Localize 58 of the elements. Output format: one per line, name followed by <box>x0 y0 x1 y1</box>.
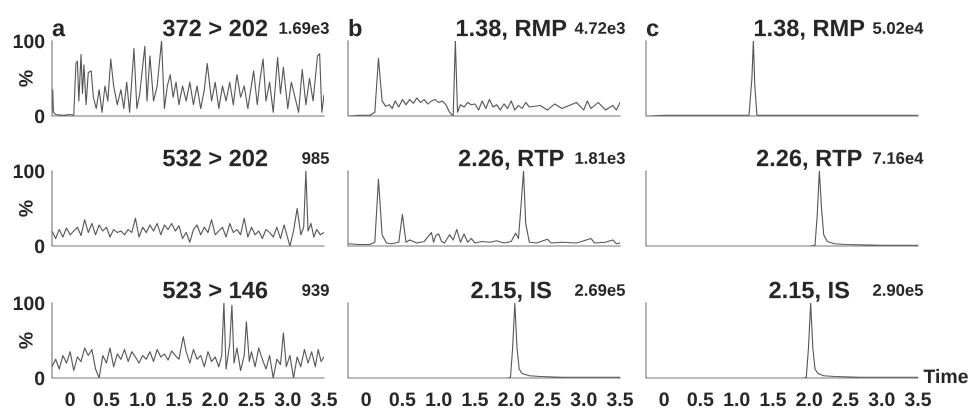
text: b <box>350 18 362 36</box>
y-tick-label: 100 <box>14 34 44 48</box>
text: 4.72e3 <box>574 22 625 34</box>
text: 2.69e5 <box>575 284 625 296</box>
x-axis-title: Time <box>924 368 968 384</box>
text: 985 <box>302 152 329 164</box>
text: 7.16e4 <box>873 152 924 164</box>
y-axis-title: % <box>19 200 33 217</box>
text: 1.81e3 <box>576 152 625 164</box>
x-tick-label: 3.5 <box>904 392 931 406</box>
chart-title: 1.38, RMP <box>456 20 566 40</box>
text: 5.02e4 <box>872 22 924 34</box>
y-axis-title: % <box>19 332 33 349</box>
y-tick-label: 100 <box>14 296 44 310</box>
x-tick-label: 0 <box>659 392 669 406</box>
line-series <box>52 171 324 246</box>
x-tick-label: 2.0 <box>202 392 228 406</box>
x-tick-label: 2.0 <box>796 392 822 406</box>
x-tick-label: 3.5 <box>606 392 633 406</box>
chart-title: 523 > 146 <box>163 282 268 298</box>
x-tick-label: 2.5 <box>534 392 560 406</box>
y-axis-title: % <box>19 70 33 87</box>
line-series <box>52 303 324 378</box>
y-tick-label: 100 <box>14 164 44 178</box>
text: a <box>52 23 66 36</box>
x-tick-label: 1.5 <box>166 392 192 406</box>
chart-title: 2.15, IS <box>471 282 551 302</box>
chart-title: 532 > 202 <box>163 150 268 166</box>
chart-title: 1.38, RMP <box>754 20 864 40</box>
x-tick-label: 3.5 <box>310 392 337 406</box>
chart-title: 2.26, RTP <box>458 150 564 170</box>
x-tick-label: 1.0 <box>426 392 452 406</box>
chart-title: 372 > 202 <box>162 20 268 36</box>
x-tick-label: 3.0 <box>274 392 300 406</box>
x-tick-label: 0.5 <box>390 392 416 406</box>
line-series <box>52 41 324 116</box>
y-tick-label: 0 <box>35 109 44 124</box>
x-tick-label: 3.0 <box>570 392 596 406</box>
chart-title: 2.15, IS <box>769 282 849 302</box>
x-tick-label: 2.0 <box>498 392 524 406</box>
text: 939 <box>302 284 329 296</box>
text: 2.90e5 <box>873 284 923 296</box>
x-tick-label: 2.5 <box>238 392 264 406</box>
x-tick-label: 1.5 <box>462 392 488 406</box>
x-tick-label: 2.5 <box>832 392 858 406</box>
text: 1.69e3 <box>280 22 329 34</box>
y-tick-label: 0 <box>35 239 44 254</box>
x-tick-label: 0 <box>65 392 75 406</box>
x-tick-label: 1.0 <box>130 392 156 406</box>
x-tick-label: 3.0 <box>868 392 894 406</box>
x-tick-label: 1.5 <box>760 392 786 406</box>
x-tick-label: 0.5 <box>94 392 120 406</box>
x-tick-label: 0 <box>361 392 371 406</box>
y-tick-label: 0 <box>35 371 44 386</box>
x-tick-label: 1.0 <box>724 392 750 406</box>
text: c <box>646 23 658 36</box>
chart-title: 2.26, RTP <box>756 150 862 170</box>
x-tick-label: 0.5 <box>688 392 714 406</box>
